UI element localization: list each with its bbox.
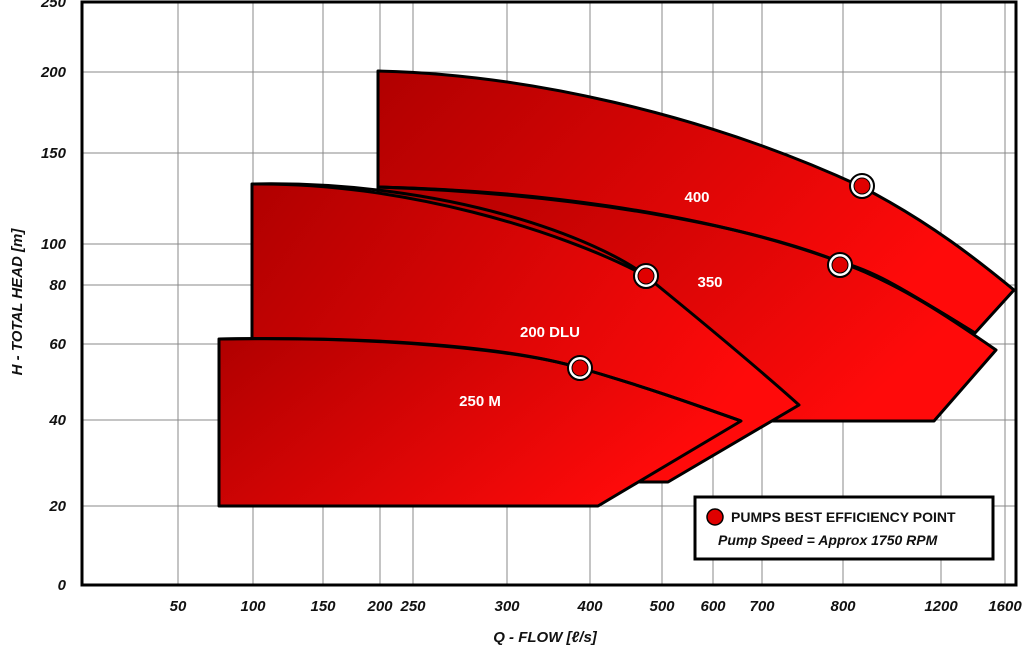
x-tick-label: 600 <box>700 598 726 615</box>
legend-subtitle: Pump Speed = Approx 1750 RPM <box>718 532 938 548</box>
performance-curve <box>377 185 976 335</box>
performance-curve <box>251 182 647 278</box>
y-tick-label: 150 <box>41 145 67 162</box>
y-tick-label: 0 <box>58 577 67 594</box>
bep-marker <box>637 267 655 285</box>
region-label: 400 <box>684 189 709 206</box>
y-tick-label: 40 <box>48 412 66 429</box>
x-tick-label: 500 <box>649 598 675 615</box>
x-tick-label: 1600 <box>988 598 1022 615</box>
y-tick-label: 200 <box>40 64 67 81</box>
x-tick-label: 700 <box>749 598 775 615</box>
x-tick-label: 800 <box>830 598 856 615</box>
y-tick-label: 100 <box>41 236 67 253</box>
x-tick-label: 250 <box>399 598 426 615</box>
y-tick-label: 250 <box>40 0 67 11</box>
x-tick-label: 400 <box>576 598 603 615</box>
x-tick-label: 300 <box>494 598 520 615</box>
x-tick-label: 1200 <box>924 598 958 615</box>
performance-curve <box>218 337 742 423</box>
legend-marker <box>706 508 724 526</box>
region-label: 250 M <box>459 393 501 410</box>
bep-marker <box>831 256 849 274</box>
x-tick-label: 50 <box>170 598 187 615</box>
bep-marker <box>853 177 871 195</box>
x-tick-label: 200 <box>366 598 393 615</box>
region-label: 350 <box>697 274 722 291</box>
y-axis-title: H - TOTAL HEAD [m] <box>9 228 26 376</box>
plot-frame <box>80 0 1018 587</box>
legend-title: PUMPS BEST EFFICIENCY POINT <box>731 509 956 525</box>
x-tick-label: 150 <box>310 598 336 615</box>
ticks: 50 100 150 200 250 300 400 500 600 700 800 1200 1600… <box>40 0 1022 615</box>
pump-regions: 400 350 200 DLU 250 M <box>217 69 1016 508</box>
y-tick-label: 80 <box>49 277 66 294</box>
x-tick-label: 100 <box>240 598 266 615</box>
y-tick-label: 60 <box>49 336 66 353</box>
region-label: 200 DLU <box>520 324 580 341</box>
legend-box <box>693 495 995 561</box>
x-axis-title: Q - FLOW [ℓ/s] <box>493 629 598 646</box>
y-tick-label: 20 <box>48 498 66 515</box>
bep-marker <box>571 359 589 377</box>
legend: PUMPS BEST EFFICIENCY POINT Pump Speed =… <box>693 495 995 561</box>
